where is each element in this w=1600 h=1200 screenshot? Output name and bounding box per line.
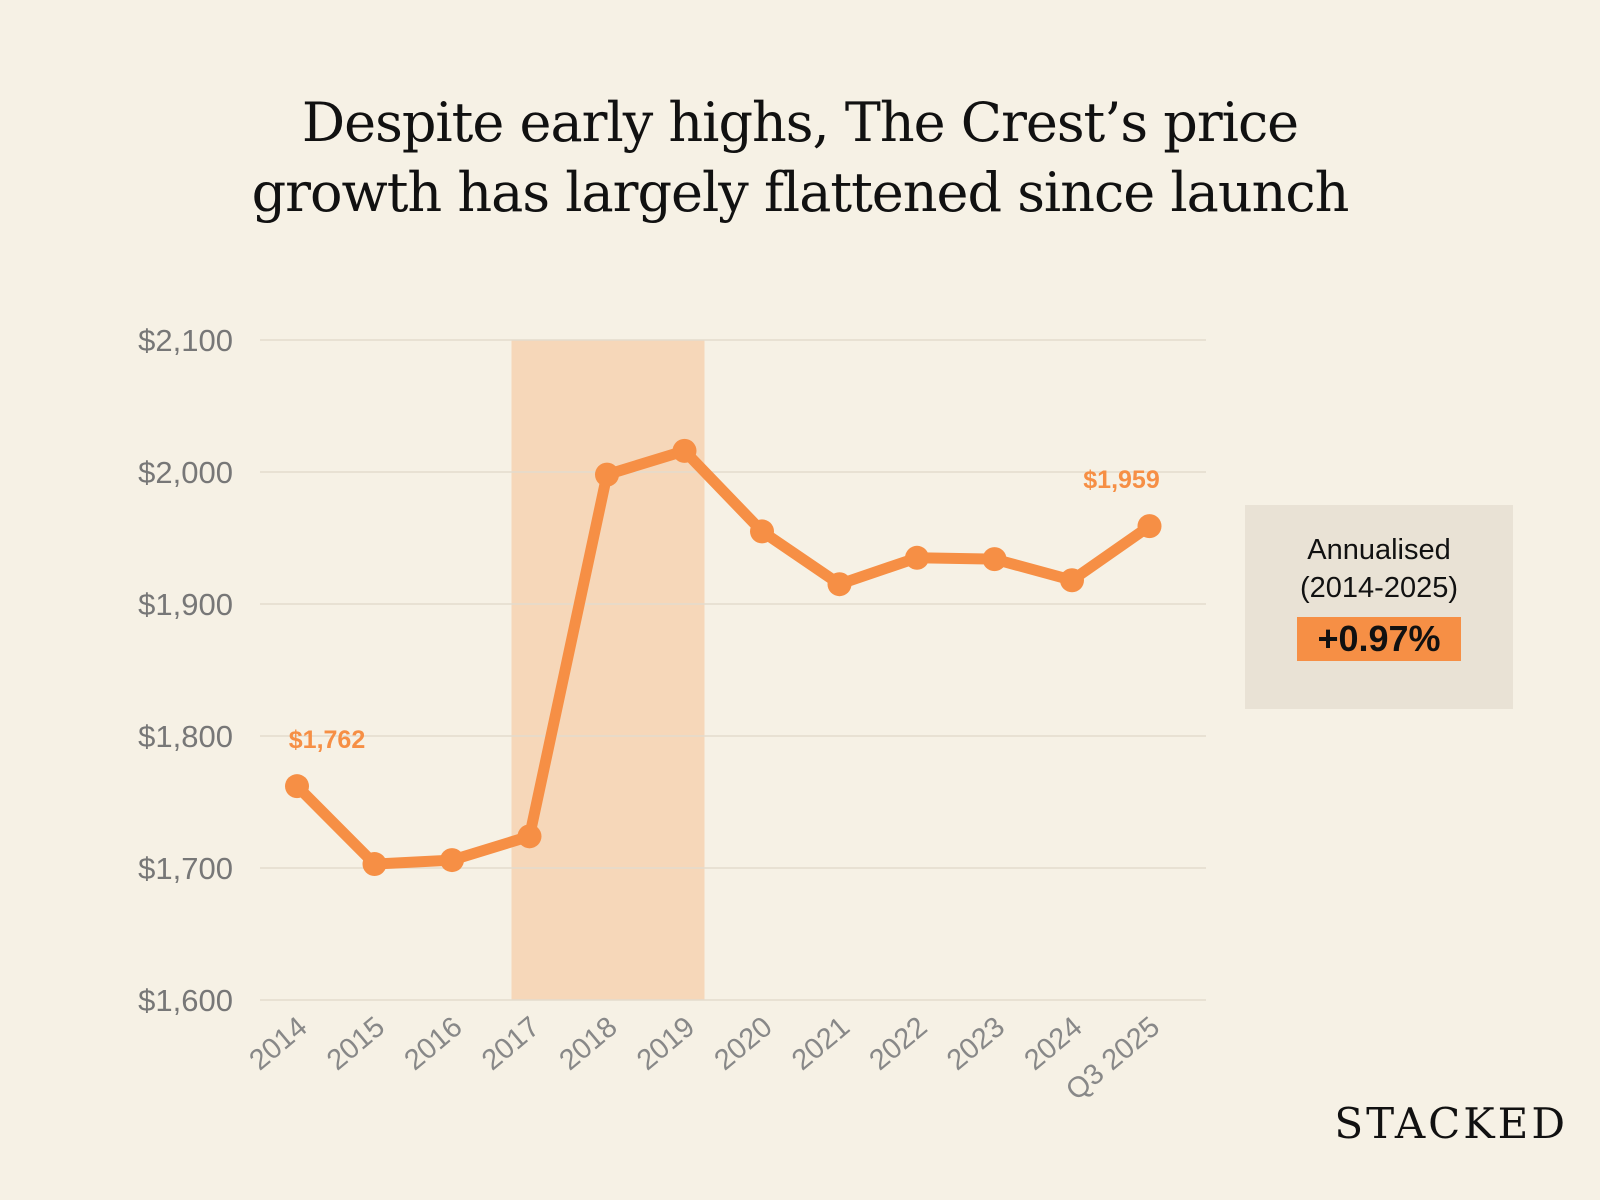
- x-tick-label: 2023: [941, 1011, 1011, 1077]
- highlight-region: [511, 340, 705, 1000]
- data-point: [440, 848, 464, 873]
- chart-title: Despite early highs, The Crest’s price g…: [0, 88, 1600, 228]
- annualised-label: Annualised: [1307, 534, 1451, 566]
- x-tick-label: 2022: [864, 1011, 934, 1077]
- x-tick-label: 2017: [476, 1011, 546, 1077]
- title-line-2: growth has largely flattened since launc…: [251, 161, 1350, 224]
- annualised-box: Annualised (2014-2025) +0.97%: [1245, 505, 1513, 709]
- annualised-period: (2014-2025): [1300, 572, 1458, 604]
- x-tick-label: 2020: [709, 1011, 779, 1077]
- x-tick-label: 2015: [321, 1011, 391, 1077]
- y-tick-label: $1,800: [138, 719, 233, 754]
- stacked-logo: STACKED: [1334, 1099, 1568, 1148]
- annualised-value: +0.97%: [1297, 617, 1461, 661]
- data-point: [362, 852, 387, 877]
- y-tick-label: $1,700: [138, 851, 233, 886]
- x-tick-label: 2014: [244, 1011, 314, 1077]
- data-point: [905, 545, 929, 570]
- data-point: [827, 572, 852, 597]
- data-point: [982, 547, 1007, 572]
- x-tick-label: 2019: [631, 1011, 701, 1077]
- title-line-1: Despite early highs, The Crest’s price: [301, 91, 1299, 154]
- x-tick-label: 2016: [399, 1011, 469, 1077]
- data-point: [750, 519, 774, 544]
- price-line: [291, 445, 1155, 870]
- x-tick-label: 2018: [554, 1011, 624, 1077]
- y-tick-label: $2,100: [138, 323, 233, 358]
- y-tick-label: $1,900: [138, 587, 233, 622]
- data-label: $1,959: [1083, 466, 1159, 494]
- data-point: [1137, 514, 1162, 539]
- y-tick-label: $1,600: [138, 983, 233, 1018]
- x-tick-label: 2021: [786, 1011, 856, 1077]
- data-point: [1060, 568, 1084, 593]
- data-point: [672, 438, 697, 463]
- data-point: [595, 462, 619, 487]
- data-point: [285, 774, 309, 799]
- y-tick-label: $2,000: [138, 455, 233, 490]
- data-point: [517, 824, 542, 849]
- data-label: $1,762: [289, 726, 365, 754]
